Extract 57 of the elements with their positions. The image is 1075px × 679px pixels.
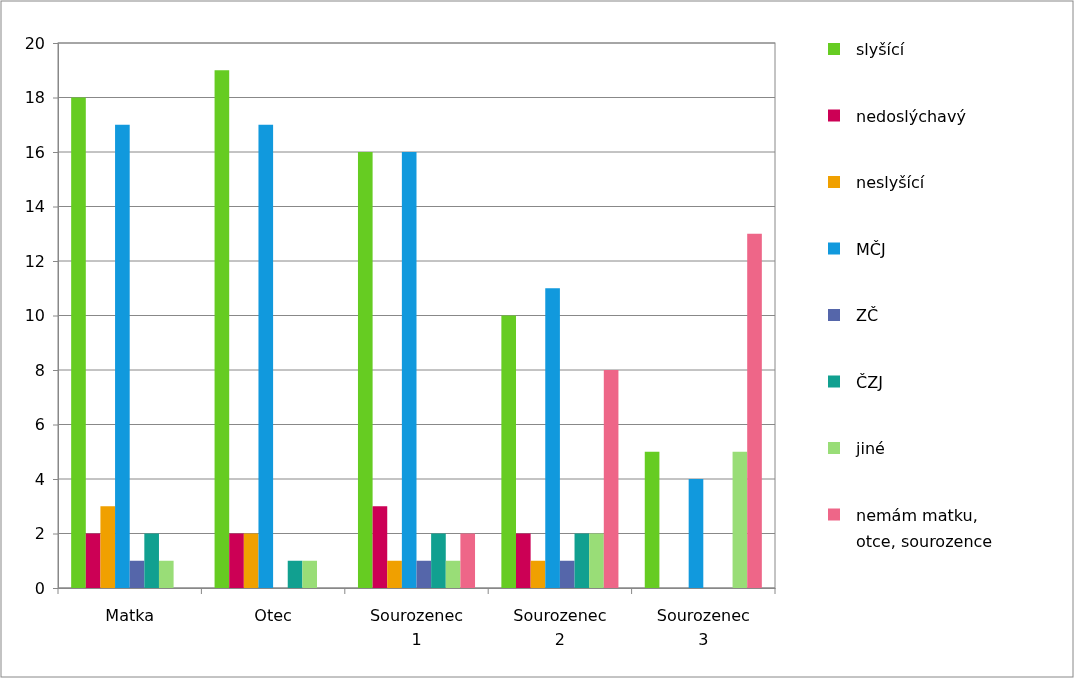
bar bbox=[71, 97, 86, 588]
bar bbox=[129, 560, 145, 588]
bar bbox=[416, 560, 432, 588]
bar bbox=[530, 560, 546, 588]
y-tick-label: 4 bbox=[34, 469, 45, 489]
bar bbox=[732, 451, 748, 588]
bar bbox=[100, 506, 116, 588]
legend-label: ZČ bbox=[856, 306, 879, 325]
legend-label: nemám matku, otce, sourozence bbox=[856, 505, 993, 551]
bar bbox=[287, 560, 303, 588]
bar bbox=[115, 124, 130, 588]
x-tick-label: Sourozenec 1 bbox=[369, 606, 464, 649]
x-tick-label: Matka bbox=[105, 606, 155, 625]
y-tick-label: 0 bbox=[34, 578, 45, 598]
bar bbox=[747, 233, 762, 588]
legend-label: nedoslýchavý bbox=[856, 106, 966, 126]
bar bbox=[431, 533, 446, 588]
bar bbox=[214, 70, 230, 588]
bar bbox=[603, 370, 619, 588]
bar bbox=[688, 479, 704, 588]
y-tick-label: 16 bbox=[24, 142, 45, 162]
y-tick-label: 6 bbox=[34, 415, 45, 435]
y-tick-label: 14 bbox=[24, 197, 45, 217]
bar bbox=[559, 560, 575, 588]
x-tick-label: Otec bbox=[254, 606, 292, 625]
y-tick-label: 2 bbox=[34, 524, 45, 544]
bar bbox=[545, 288, 560, 588]
bar bbox=[501, 315, 516, 588]
legend-label: slyšící bbox=[856, 40, 905, 59]
y-tick-label: 8 bbox=[34, 360, 45, 380]
x-tick-label: Sourozenec 3 bbox=[656, 606, 750, 649]
y-tick-label: 20 bbox=[24, 33, 45, 53]
bar bbox=[516, 533, 531, 588]
bar bbox=[401, 152, 417, 588]
x-tick-label: Sourozenec 2 bbox=[513, 606, 607, 649]
bar bbox=[445, 560, 461, 588]
bar bbox=[589, 533, 604, 588]
bar bbox=[387, 560, 402, 588]
bar bbox=[302, 560, 317, 588]
bar bbox=[85, 533, 101, 588]
bar bbox=[644, 451, 660, 588]
y-tick-label: 10 bbox=[24, 306, 45, 326]
legend-label: jiné bbox=[855, 439, 885, 458]
y-tick-label: 18 bbox=[24, 88, 45, 108]
bar bbox=[243, 533, 259, 588]
y-tick-label: 12 bbox=[24, 251, 45, 271]
bar bbox=[460, 533, 476, 588]
bar bbox=[229, 533, 244, 588]
legend-label: neslyšící bbox=[856, 173, 925, 192]
bar bbox=[258, 124, 274, 588]
bar bbox=[357, 152, 373, 588]
bar bbox=[574, 533, 590, 588]
bar bbox=[144, 533, 159, 588]
legend-label: MČJ bbox=[856, 239, 886, 259]
bar bbox=[372, 506, 388, 588]
bar bbox=[158, 560, 174, 588]
legend-label: ČZJ bbox=[856, 372, 883, 392]
